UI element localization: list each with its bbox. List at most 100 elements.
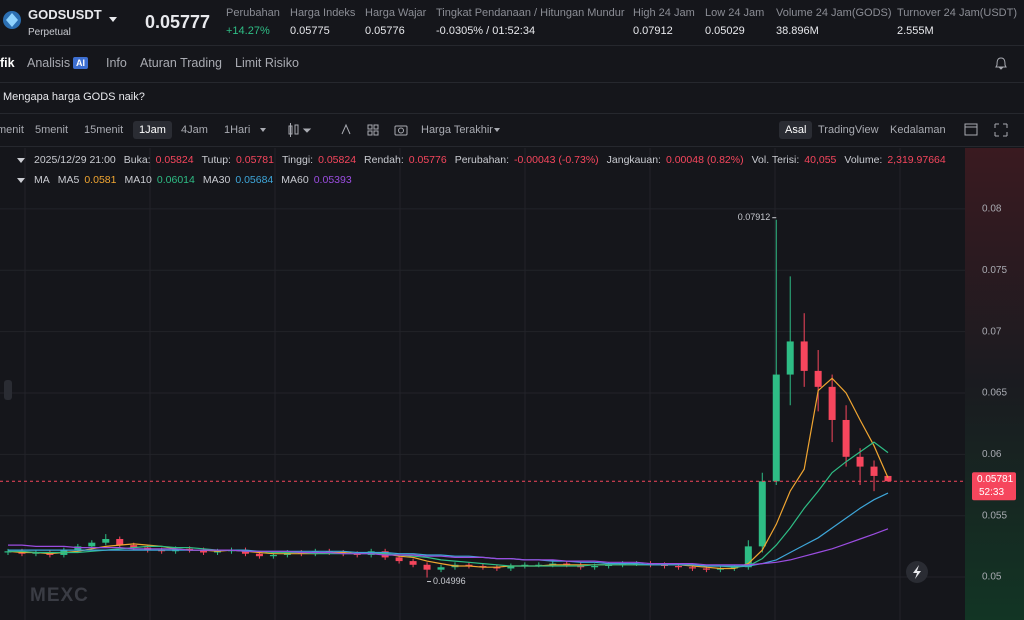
price-chart: 0.08 0.075 0.07 0.065 0.06 0.055 0.05 MEXC 0.079… — [0, 148, 1024, 620]
dropdown-caret[interactable] — [108, 16, 118, 24]
field-label: Jangkauan: — [606, 154, 661, 166]
y-tick-label: 0.06 — [982, 449, 1002, 460]
y-tick-label: 0.055 — [982, 510, 1007, 521]
candle-body — [772, 374, 780, 482]
view[interactable]: TradingView — [818, 124, 879, 136]
ma-legend: MA MA5 0.0581 MA10 0.06014 MA30 0.05684 MA60 0.0… — [17, 174, 355, 186]
tab[interactable]: Info — [106, 56, 127, 70]
y-tick-label: 0.07 — [982, 326, 1002, 337]
stat-label: Volume 24 Jam(GODS) — [776, 7, 892, 19]
field-label: Perubahan: — [454, 154, 510, 166]
interval[interactable]: 4Jam — [181, 124, 208, 136]
candle-body — [102, 539, 110, 543]
candle-body — [786, 341, 794, 375]
stat-label: Harga Wajar — [365, 7, 427, 19]
header: GODSUSDT Perpetual 0.05777 Perubahan +14.… — [0, 0, 1024, 46]
candle-body — [465, 564, 473, 567]
legend-value: 0.05684 — [235, 174, 274, 186]
candle-body — [856, 456, 864, 467]
stat-label: Turnover 24 Jam(USDT) — [897, 7, 1018, 19]
candle-body — [186, 548, 194, 551]
view-active[interactable]: Asal — [779, 121, 813, 139]
view[interactable]: Kedalaman — [890, 124, 946, 136]
interval-active[interactable]: 1Jam — [133, 121, 172, 139]
candle-body — [74, 546, 82, 551]
time: 2025/12/29 21:00 — [34, 154, 116, 166]
candle-body — [870, 466, 878, 476]
y-tick-label: 0.08 — [982, 204, 1002, 215]
candle-body — [884, 475, 892, 482]
stat-label: Perubahan — [226, 7, 280, 19]
field-value: 0.05824 — [318, 154, 357, 166]
candle-body — [269, 554, 277, 557]
candle-body — [32, 552, 40, 554]
high-label: 0.07912 — [738, 212, 771, 222]
candle-body — [828, 386, 836, 420]
legend-name: MA30 — [202, 174, 231, 186]
field-label: Tutup: — [201, 154, 231, 166]
stat-label: High 24 Jam — [633, 7, 695, 19]
legend-name: MA5 — [57, 174, 80, 186]
field-label: Rendah: — [364, 154, 404, 166]
stat-label: Low 24 Jam — [705, 7, 765, 19]
interval[interactable]: 15menit — [84, 124, 124, 136]
candle-body — [521, 564, 529, 567]
notice[interactable]: Mengapa harga GODS naik? — [3, 91, 145, 103]
candle-body — [200, 550, 208, 553]
last-price: 0.05777 — [145, 12, 211, 32]
field-value: 0.05776 — [408, 154, 447, 166]
candle-body — [688, 567, 696, 569]
candle-body — [744, 546, 752, 568]
stat-value: 0.07912 — [633, 25, 673, 37]
tab[interactable]: fik — [0, 56, 15, 70]
tab[interactable]: Analisis — [27, 56, 71, 70]
candle-body — [130, 545, 138, 548]
price-tag-value: 0.05781 — [977, 474, 1014, 485]
stat-value: 0.05029 — [705, 25, 745, 37]
candle-body — [88, 542, 96, 547]
ai-badge: AI — [73, 57, 88, 69]
candle-body — [409, 561, 417, 565]
bell-icon[interactable] — [995, 57, 1007, 70]
field-label: Volume: — [844, 154, 883, 166]
caret[interactable] — [493, 127, 501, 133]
y-tick-label: 0.05 — [982, 572, 1002, 583]
interval[interactable]: 5menit — [35, 124, 69, 136]
caret — [17, 158, 25, 163]
candle-body — [395, 557, 403, 562]
field-value: 0.05824 — [155, 154, 194, 166]
candle-body — [842, 419, 850, 457]
y-tick-label: 0.065 — [982, 388, 1007, 399]
layout-icons[interactable] — [962, 122, 1012, 138]
candle-body — [381, 551, 389, 558]
candle-body — [437, 567, 445, 570]
ma-line — [8, 528, 889, 566]
stat-value: 0.05775 — [290, 25, 330, 37]
tab[interactable]: Aturan Trading — [140, 56, 222, 70]
candle-body — [549, 563, 557, 565]
toolbar-icons[interactable] — [258, 120, 418, 140]
price-type[interactable]: Harga Terakhir — [421, 124, 493, 136]
candle-body — [563, 563, 571, 565]
watermark: MEXC — [30, 585, 89, 606]
price-tag-countdown: 52:33 — [979, 487, 1004, 498]
field-label: Tinggi: — [281, 154, 314, 166]
stat-value: +14.27% — [226, 25, 270, 37]
tab[interactable]: Limit Risiko — [235, 56, 299, 70]
field-value: -0.00043 (-0.73%) — [514, 154, 599, 166]
stat-value: -0.0305% / 01:52:34 — [436, 25, 536, 37]
contract-type: Perpetual — [28, 27, 71, 38]
candle-body — [674, 566, 682, 568]
ma-line — [7, 377, 889, 570]
legend-name: MA60 — [281, 174, 309, 186]
symbol[interactable]: GODSUSDT — [28, 7, 102, 22]
interval[interactable]: 1Hari — [224, 124, 251, 136]
candle-body — [800, 341, 808, 371]
candle-body — [702, 568, 710, 570]
ma-title: MA — [34, 174, 50, 186]
candle-body — [255, 553, 263, 557]
stat-value: 38.896M — [776, 25, 819, 37]
interval[interactable]: menit — [0, 124, 24, 136]
candle-body — [507, 566, 515, 569]
